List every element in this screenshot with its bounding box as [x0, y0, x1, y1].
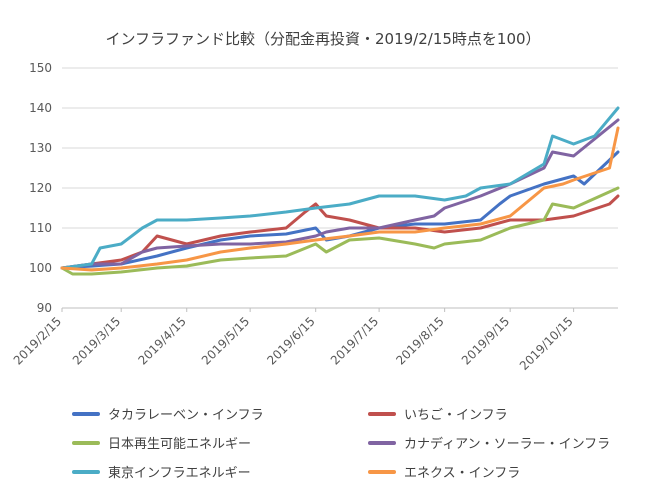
legend-item-2: いちご・インフラ — [368, 404, 508, 423]
legend-item-1: タカラレーベン・インフラ — [72, 404, 264, 423]
chart-title: インフラファンド比較（分配金再投資・2019/2/15時点を100） — [105, 30, 541, 48]
x-tick-label: 2019/3/15 — [70, 314, 123, 367]
x-tick-label: 2019/8/15 — [393, 314, 446, 367]
y-tick-label: 100 — [29, 261, 52, 275]
legend-label: 日本再生可能エネルギー — [108, 437, 252, 452]
legend-label: 東京インフラエネルギー — [108, 466, 251, 481]
legend-label: カナディアン・ソーラー・インフラ — [404, 437, 611, 452]
x-tick-label: 2019/2/15 — [11, 314, 64, 367]
series-line-3 — [60, 186, 620, 276]
legend-swatch — [368, 411, 396, 416]
legend-swatch — [72, 469, 100, 474]
legend-swatch — [368, 469, 396, 474]
series-line-6 — [60, 126, 620, 272]
legend-item-6: エネクス・インフラ — [368, 462, 520, 481]
y-tick-label: 130 — [29, 141, 52, 155]
x-tick-label: 2019/6/15 — [264, 314, 317, 367]
legend-swatch — [72, 440, 100, 445]
legend-item-4: カナディアン・ソーラー・インフラ — [368, 433, 610, 452]
y-tick-label: 90 — [37, 301, 52, 315]
series-line-4 — [60, 118, 620, 270]
x-tick-label: 2019/10/15 — [517, 314, 576, 373]
legend-label: エネクス・インフラ — [404, 466, 521, 481]
legend-label: タカラレーベン・インフラ — [108, 408, 264, 423]
series-line-5 — [60, 106, 620, 270]
x-tick-label: 2019/4/15 — [135, 314, 188, 367]
series-line-2 — [60, 194, 620, 270]
y-tick-label: 140 — [29, 101, 52, 115]
legend-swatch — [72, 411, 100, 416]
legend-swatch — [368, 440, 396, 445]
x-tick-label: 2019/7/15 — [328, 314, 381, 367]
legend-item-5: 東京インフラエネルギー — [72, 462, 251, 481]
y-tick-label: 120 — [29, 181, 52, 195]
y-tick-label: 110 — [29, 221, 52, 235]
x-tick-label: 2019/5/15 — [199, 314, 252, 367]
legend-label: いちご・インフラ — [404, 408, 508, 423]
y-tick-label: 150 — [29, 61, 52, 75]
legend-item-3: 日本再生可能エネルギー — [72, 433, 251, 452]
x-tick-label: 2019/9/15 — [459, 314, 512, 367]
